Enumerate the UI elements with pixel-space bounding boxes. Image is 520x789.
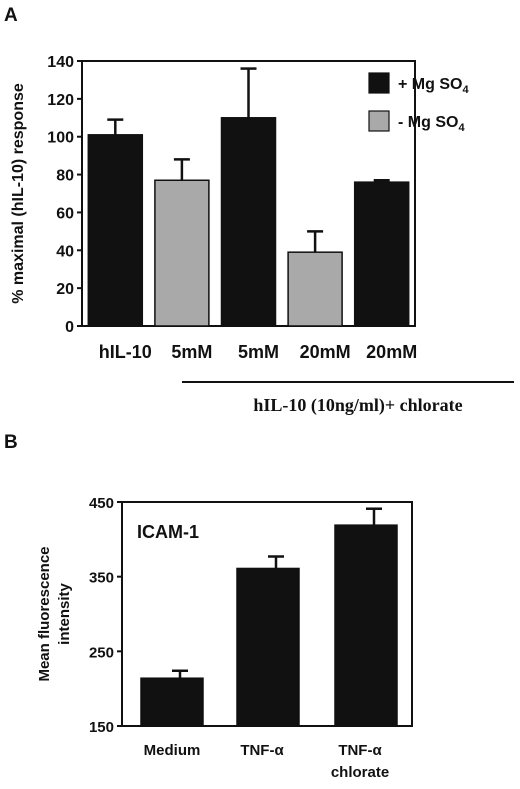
- bar: [236, 567, 300, 727]
- panel-label-a: A: [4, 5, 18, 26]
- legend-label-subscript: 4: [458, 122, 465, 134]
- y-tick-label: 350: [89, 570, 114, 587]
- legend-swatch: [368, 72, 390, 94]
- legend-label: - Mg SO4: [398, 114, 465, 134]
- y-tick-label: 140: [47, 54, 74, 71]
- x-tick-label: chlorate: [331, 764, 389, 781]
- x-tick-label: 5mM: [171, 342, 212, 362]
- bar: [154, 179, 210, 327]
- y-tick-label: 80: [56, 168, 74, 185]
- x-tick-label: 20mM: [300, 342, 351, 362]
- bar: [220, 117, 277, 327]
- group-label: hIL-10 (10ng/ml)+ chlorate: [253, 395, 462, 416]
- chart-title: ICAM-1: [137, 522, 199, 542]
- y-axis-label: Mean fluorescence intensity: [36, 546, 73, 681]
- x-tick-label: Medium: [144, 742, 201, 759]
- x-tick-label: TNF-α: [240, 742, 284, 759]
- legend-label-subscript: 4: [462, 84, 469, 96]
- legend-label: + Mg SO4: [398, 76, 469, 96]
- y-tick-label: 0: [65, 319, 74, 336]
- y-tick-label: 250: [89, 644, 114, 661]
- y-axis-label-line: intensity: [56, 583, 73, 645]
- x-tick-label: TNF-α: [338, 742, 382, 759]
- bar: [140, 677, 204, 727]
- bar: [287, 251, 343, 327]
- y-axis-label-line: Mean fluorescence: [36, 546, 53, 681]
- bar: [334, 524, 398, 727]
- bar: [87, 134, 144, 327]
- x-tick-label: hIL-10: [99, 342, 152, 362]
- y-tick-label: 120: [47, 92, 74, 109]
- y-tick-label: 20: [56, 281, 74, 298]
- chart-a: 0 20 40 60 80 100 120 140 % maximal (hIL-10) res…: [10, 54, 514, 416]
- bar: [353, 181, 410, 327]
- y-tick-label: 150: [89, 719, 114, 736]
- x-tick-label: 5mM: [238, 342, 279, 362]
- chart-b: 150 250 350 450 Mean fluorescence intensity IC…: [36, 495, 413, 781]
- y-tick-label: 100: [47, 130, 74, 147]
- panel-label-b: B: [4, 432, 18, 453]
- legend-swatch: [368, 110, 390, 132]
- y-tick-label: 450: [89, 495, 114, 512]
- y-axis-label: % maximal (hIL-10) response: [10, 83, 27, 304]
- x-tick-label: 20mM: [366, 342, 417, 362]
- y-tick-label: 40: [56, 243, 74, 260]
- y-tick-label: 60: [56, 205, 74, 222]
